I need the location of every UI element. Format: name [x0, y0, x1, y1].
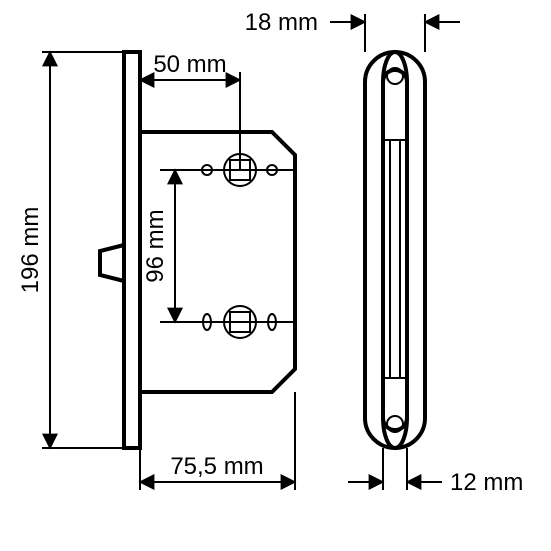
dimensions: 196 mm 50 mm 96 mm 75,5 mm 18 mm 12 mm [17, 9, 523, 496]
label-strike-w: 12 mm [450, 469, 523, 496]
label-face-w: 18 mm [245, 9, 318, 36]
label-backset: 50 mm [153, 51, 226, 78]
label-height: 196 mm [17, 207, 44, 294]
label-depth: 75,5 mm [170, 453, 263, 480]
strike-plate [365, 52, 425, 448]
lock-technical-drawing: 196 mm 50 mm 96 mm 75,5 mm 18 mm 12 mm [0, 0, 551, 551]
label-centres: 96 mm [142, 209, 169, 282]
lock-body [100, 52, 295, 448]
